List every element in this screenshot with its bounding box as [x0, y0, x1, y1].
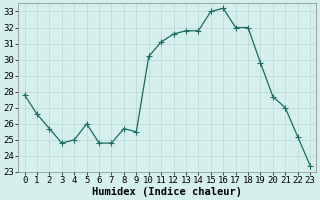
X-axis label: Humidex (Indice chaleur): Humidex (Indice chaleur) [92, 186, 242, 197]
